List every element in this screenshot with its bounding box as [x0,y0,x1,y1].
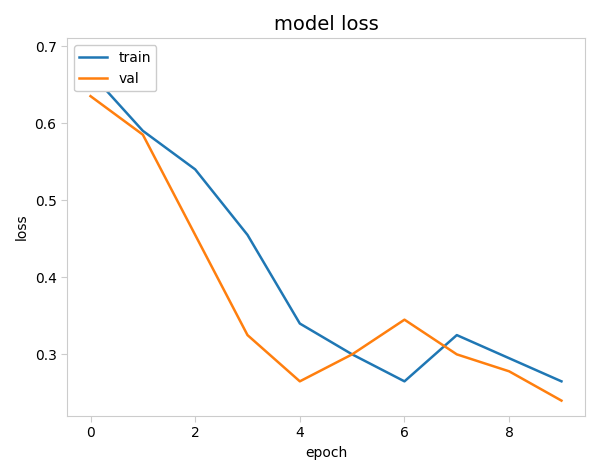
train [453,332,460,338]
train [191,167,199,172]
val [401,317,408,323]
train [401,379,408,384]
Line: val: val [91,96,562,400]
train [349,352,356,357]
val [558,398,565,403]
val [191,232,199,238]
Y-axis label: loss: loss [15,214,29,240]
Title: model loss: model loss [274,15,379,34]
Line: train: train [91,73,562,381]
val [139,132,146,138]
val [506,369,513,374]
train [139,128,146,133]
val [244,332,251,338]
X-axis label: epoch: epoch [305,446,347,460]
train [558,379,565,384]
train [87,70,94,76]
val [296,379,304,384]
val [87,93,94,99]
train [244,232,251,238]
train [296,321,304,326]
val [349,352,356,357]
train [506,355,513,361]
val [453,352,460,357]
Legend: train, val: train, val [74,45,157,91]
